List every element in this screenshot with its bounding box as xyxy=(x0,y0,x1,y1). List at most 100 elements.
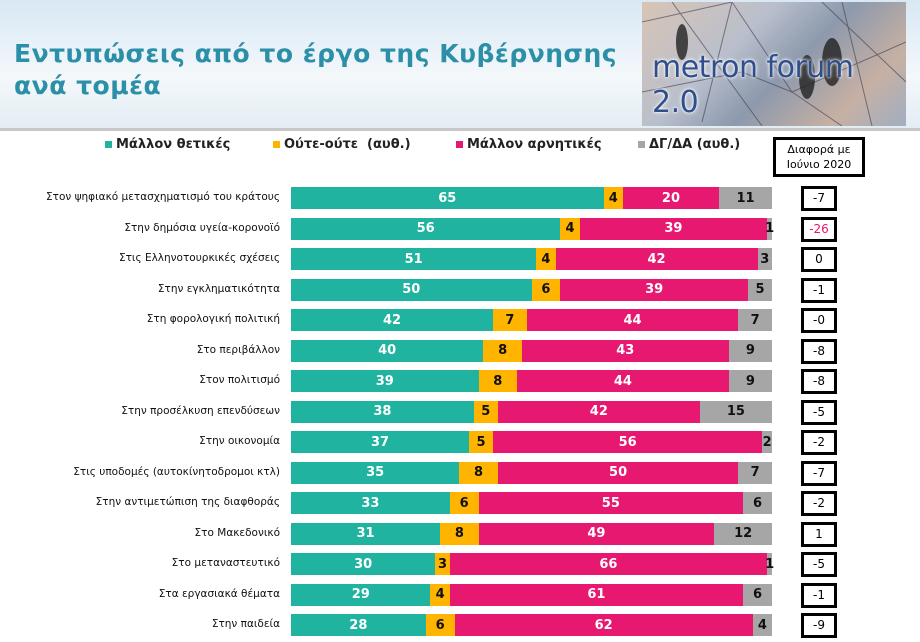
bar-negative: 49 xyxy=(478,522,715,545)
bar-positive: 50 xyxy=(291,278,532,301)
diff-value: -26 xyxy=(801,216,837,242)
bar-dk: 9 xyxy=(728,339,772,362)
category-label: Στο Μακεδονικό xyxy=(194,526,280,539)
bar-negative: 61 xyxy=(449,583,744,606)
bar-negative: 42 xyxy=(497,400,700,423)
bar-negative: 20 xyxy=(622,187,720,209)
bar-dk: 4 xyxy=(752,614,772,636)
bar-dk: 3 xyxy=(757,248,772,270)
bar-dk: 5 xyxy=(747,278,772,301)
bar-negative: 44 xyxy=(526,309,739,331)
category-label: Στην δημόσια υγεία-κορονοϊό xyxy=(124,221,280,234)
bar-positive: 28 xyxy=(291,614,426,636)
category-label: Στο μεταναστευτικό xyxy=(171,557,280,569)
legend-swatch xyxy=(456,141,463,148)
diff-value: -2 xyxy=(801,430,837,455)
bar-neutral: 6 xyxy=(531,278,561,301)
diff-value: -8 xyxy=(801,369,837,394)
bar-neutral: 6 xyxy=(425,614,455,636)
logo-text: metron forum 2.0 xyxy=(652,50,854,120)
category-label: Στην οικονομία xyxy=(199,435,280,447)
legend-swatch xyxy=(273,141,280,148)
bar-positive: 38 xyxy=(291,400,474,423)
bar-neutral: 4 xyxy=(560,217,580,240)
legend-item-neutral: Ούτε-ούτε (αυθ.) xyxy=(273,137,411,152)
bar-positive: 42 xyxy=(291,309,494,331)
diff-value: -5 xyxy=(801,552,837,577)
diff-value: -7 xyxy=(801,186,837,211)
diff-value: -9 xyxy=(801,613,837,638)
legend-label: Ούτε-ούτε (αυθ.) xyxy=(284,137,411,152)
logo-pattern xyxy=(642,2,906,126)
diff-value: -8 xyxy=(801,338,837,364)
bar-negative: 66 xyxy=(449,553,768,575)
header: Εντυπώσεις από το έργο της Κυβέρνησης αν… xyxy=(0,0,920,131)
category-label: Στα εργασιακά θέματα xyxy=(158,587,280,600)
bar-dk: 9 xyxy=(728,370,772,392)
bar-neutral: 4 xyxy=(536,248,556,270)
bar-neutral: 6 xyxy=(449,492,479,514)
diff-header-line1: Διαφορά με xyxy=(787,143,851,156)
bar-dk: 7 xyxy=(738,309,772,331)
bar-dk: 2 xyxy=(762,431,772,453)
legend: Μάλλον θετικές Ούτε-ούτε (αυθ.) Μάλλον α… xyxy=(0,137,760,155)
legend-label: ΔΓ/ΔΑ (αυθ.) xyxy=(649,137,741,152)
category-label: Στον πολιτισμό xyxy=(199,374,280,386)
bar-positive: 40 xyxy=(291,339,484,362)
bar-dk: 12 xyxy=(714,522,772,545)
title-line-1: Εντυπώσεις από το έργο της Κυβέρνησης xyxy=(14,39,618,68)
bar-negative: 42 xyxy=(555,248,758,270)
title-line-2: ανά τομέα xyxy=(14,71,162,100)
diff-header: Διαφορά με Ιούνιο 2020 xyxy=(773,137,865,177)
legend-item-negative: Μάλλον αρνητικές xyxy=(456,137,602,152)
bar-neutral: 4 xyxy=(603,187,623,209)
bar-dk: 15 xyxy=(699,400,772,423)
page-title: Εντυπώσεις από το έργο της Κυβέρνησης αν… xyxy=(14,38,617,102)
bar-negative: 56 xyxy=(493,431,763,453)
diff-value: -7 xyxy=(801,460,837,486)
bar-dk: 6 xyxy=(743,583,772,606)
diff-value: -0 xyxy=(801,308,837,333)
bar-dk: 7 xyxy=(738,461,772,484)
category-label: Στο περιβάλλον xyxy=(196,343,280,356)
legend-label: Μάλλον αρνητικές xyxy=(467,137,602,152)
bar-positive: 31 xyxy=(291,522,441,545)
category-label: Στην παιδεία xyxy=(211,618,280,630)
bar-negative: 39 xyxy=(579,217,768,240)
category-label: Στην προσέλκυση επενδύσεων xyxy=(121,404,280,417)
legend-label: Μάλλον θετικές xyxy=(116,137,231,152)
category-label: Στις υποδομές (αυτοκίνητοδρομοι κτλ) xyxy=(73,465,280,478)
diff-header-line2: Ιούνιο 2020 xyxy=(786,158,852,171)
bar-neutral: 5 xyxy=(468,431,494,453)
bar-negative: 55 xyxy=(478,492,744,514)
legend-swatch xyxy=(638,141,645,148)
bar-neutral: 4 xyxy=(430,583,450,606)
bar-positive: 51 xyxy=(291,248,537,270)
category-label: Στον ψηφιακό μετασχηματισμό του κράτους xyxy=(46,191,280,203)
bar-negative: 39 xyxy=(560,278,748,301)
bar-dk: 1 xyxy=(765,553,774,575)
bar-positive: 39 xyxy=(291,370,479,392)
bar-positive: 30 xyxy=(291,553,436,575)
metron-forum-logo: metron forum 2.0 xyxy=(642,2,906,126)
bar-positive: 29 xyxy=(291,583,431,606)
bar-positive: 37 xyxy=(291,431,469,453)
category-label: Στις Ελληνοτουρκικές σχέσεις xyxy=(118,252,280,264)
legend-item-dk: ΔΓ/ΔΑ (αυθ.) xyxy=(638,137,740,152)
category-label: Στην αντιμετώπιση της διαφθοράς xyxy=(95,496,280,508)
bar-dk: 11 xyxy=(719,187,772,209)
bar-dk: 6 xyxy=(743,492,772,514)
bar-negative: 50 xyxy=(497,461,739,484)
bar-neutral: 8 xyxy=(459,461,498,484)
diff-value: -1 xyxy=(801,582,837,608)
bar-positive: 35 xyxy=(291,461,460,484)
diff-value: 0 xyxy=(801,247,837,272)
bar-neutral: 8 xyxy=(478,370,518,392)
diff-value: -5 xyxy=(801,399,837,425)
bar-positive: 56 xyxy=(291,217,561,240)
category-label: Στη φορολογική πολιτική xyxy=(146,313,280,325)
diff-value: 1 xyxy=(801,521,837,547)
diff-value: -2 xyxy=(801,491,837,516)
bar-positive: 65 xyxy=(291,187,604,209)
bar-neutral: 8 xyxy=(440,522,479,545)
